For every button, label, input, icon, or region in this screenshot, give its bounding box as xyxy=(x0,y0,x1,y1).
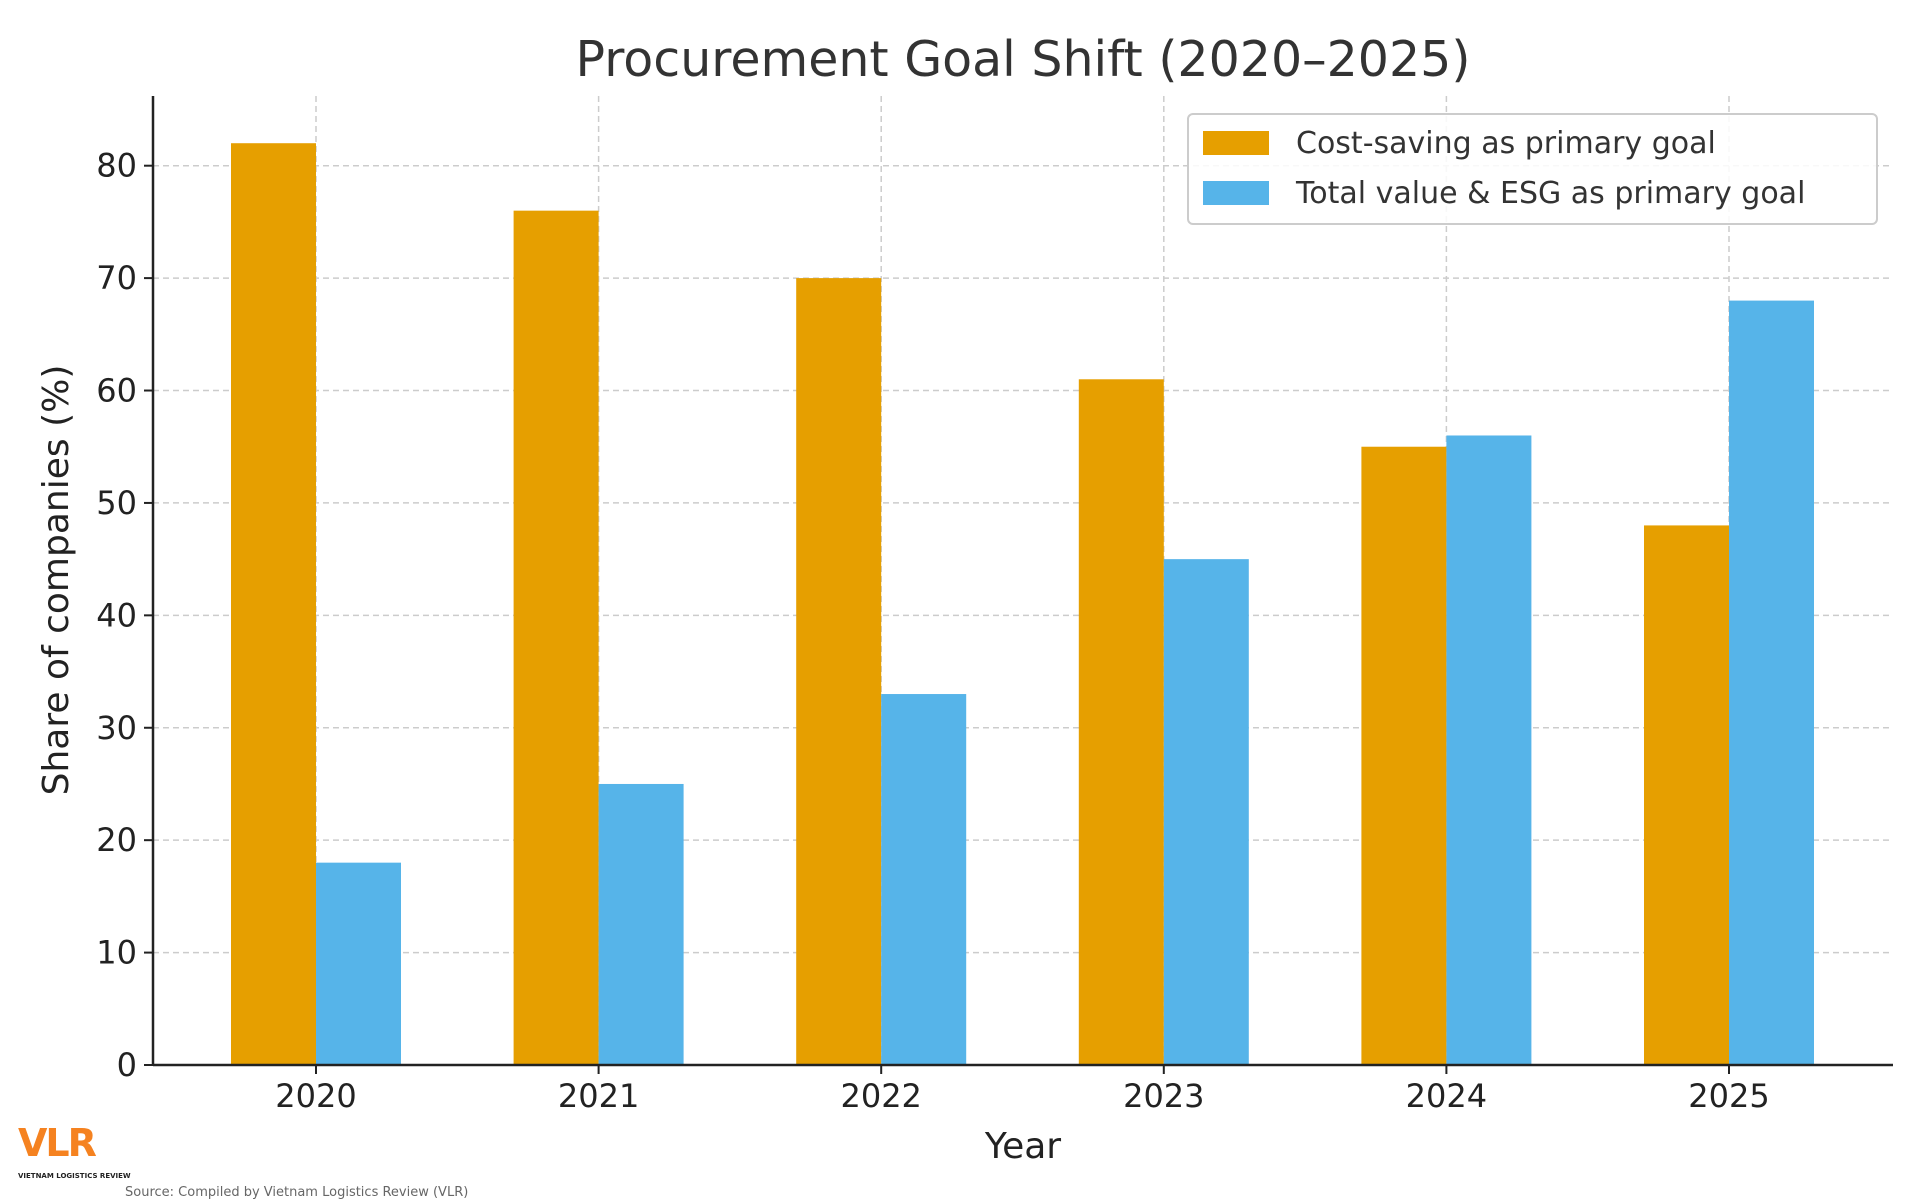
vlr-logo: VLR VIETNAM LOGISTICS REVIEW xyxy=(18,1121,131,1180)
x-axis-label: Year xyxy=(984,1126,1061,1167)
bar-value-esg-2025 xyxy=(1729,300,1814,1065)
bar-value-esg-2022 xyxy=(881,694,967,1065)
x-tick-label: 2020 xyxy=(275,1077,356,1115)
bar-value-esg-2020 xyxy=(316,862,401,1065)
y-tick-label: 0 xyxy=(117,1046,137,1084)
y-tick-label: 60 xyxy=(96,372,137,410)
legend-swatch xyxy=(1203,131,1269,155)
x-tick-label: 2025 xyxy=(1688,1077,1769,1115)
bar-cost-saving-2022 xyxy=(796,278,882,1066)
bar-value-esg-2023 xyxy=(1163,559,1249,1065)
bar-cost-saving-2020 xyxy=(231,143,316,1066)
chart-title: Procurement Goal Shift (2020–2025) xyxy=(576,31,1471,88)
y-tick-label: 50 xyxy=(96,484,137,522)
x-tick-label: 2022 xyxy=(840,1077,921,1115)
bar-cost-saving-2023 xyxy=(1078,379,1164,1065)
source-note: Source: Compiled by Vietnam Logistics Re… xyxy=(125,1185,468,1200)
y-axis-label: Share of companies (%) xyxy=(36,365,77,796)
y-tick-label: 70 xyxy=(96,259,137,297)
logo-subtext: VIETNAM LOGISTICS REVIEW xyxy=(18,1172,131,1180)
legend-box xyxy=(1187,113,1878,225)
x-tick-label: 2024 xyxy=(1406,1077,1487,1115)
legend-label: Total value & ESG as primary goal xyxy=(1295,176,1805,211)
legend-swatch xyxy=(1203,181,1269,205)
bar-cost-saving-2025 xyxy=(1644,525,1729,1065)
x-tick-label: 2023 xyxy=(1123,1077,1204,1115)
bar-value-esg-2024 xyxy=(1446,435,1532,1065)
bar-cost-saving-2024 xyxy=(1361,446,1447,1066)
y-tick-label: 40 xyxy=(96,596,137,634)
legend: Cost-saving as primary goal Total value &… xyxy=(1187,113,1878,225)
y-tick-label: 10 xyxy=(96,934,137,972)
logo-text: VLR xyxy=(18,1121,97,1165)
y-tick-label: 80 xyxy=(96,147,137,185)
legend-label: Cost-saving as primary goal xyxy=(1296,126,1716,161)
bar-cost-saving-2021 xyxy=(513,210,599,1065)
bar-value-esg-2021 xyxy=(598,783,684,1065)
x-tick-label: 2021 xyxy=(558,1077,639,1115)
y-tick-label: 20 xyxy=(96,821,137,859)
y-tick-label: 30 xyxy=(96,709,137,747)
